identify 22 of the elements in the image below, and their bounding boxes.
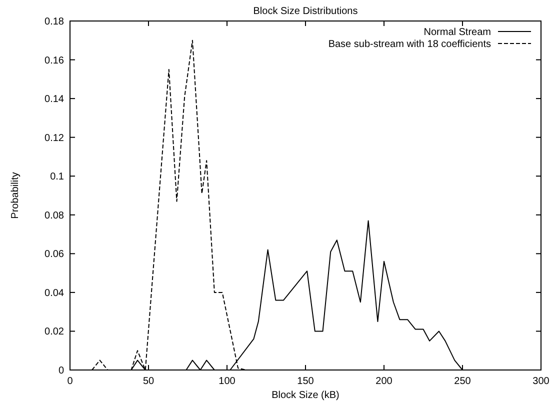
x-tick-label: 250 [454,376,472,387]
x-tick-label: 100 [218,376,236,387]
y-tick-label: 0.02 [44,326,64,338]
x-tick-label: 0 [67,376,74,387]
x-tick-label: 300 [532,376,550,387]
y-tick-label: 0.12 [44,132,64,144]
y-tick-label: 0.14 [44,94,64,106]
x-tick-label: 150 [297,376,314,387]
legend-label: Base sub-stream with 18 coefficients [328,39,491,50]
y-tick-label: 0.04 [44,288,64,299]
x-tick-label: 200 [376,376,393,387]
chart-title: Block Size Distributions [253,6,358,17]
y-tick-label: 0.16 [44,55,64,66]
y-tick-label: 0.18 [44,16,64,28]
y-tick-label: 0.1 [50,172,64,183]
x-tick-label: 50 [142,376,154,387]
y-axis-title: Probability [10,172,21,219]
legend-label: Normal Stream [424,27,491,38]
y-tick-label: 0.08 [44,210,64,222]
x-axis-title: Block Size (kB) [272,390,340,401]
y-tick-label: 0 [58,366,64,376]
y-tick-label: 0.06 [44,249,64,260]
